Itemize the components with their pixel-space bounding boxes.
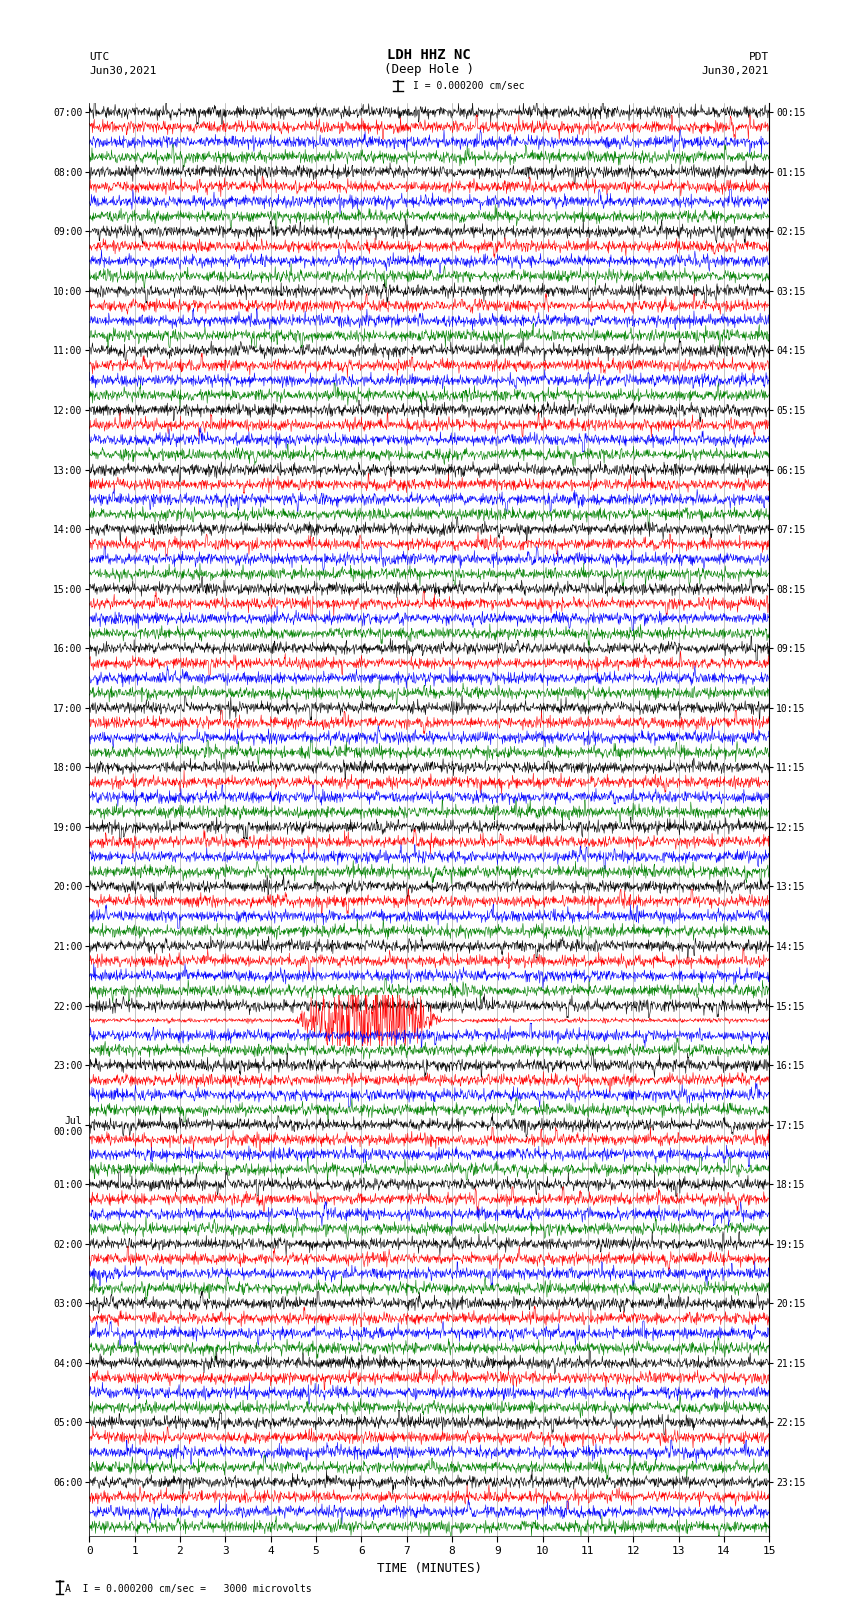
Text: A  I = 0.000200 cm/sec =   3000 microvolts: A I = 0.000200 cm/sec = 3000 microvolts — [65, 1584, 311, 1594]
Text: Jun30,2021: Jun30,2021 — [702, 66, 769, 76]
X-axis label: TIME (MINUTES): TIME (MINUTES) — [377, 1561, 482, 1574]
Text: Jun30,2021: Jun30,2021 — [89, 66, 156, 76]
Text: I = 0.000200 cm/sec: I = 0.000200 cm/sec — [413, 81, 524, 90]
Text: (Deep Hole ): (Deep Hole ) — [384, 63, 474, 76]
Text: UTC: UTC — [89, 52, 110, 63]
Text: LDH HHZ NC: LDH HHZ NC — [388, 48, 471, 63]
Text: PDT: PDT — [749, 52, 769, 63]
